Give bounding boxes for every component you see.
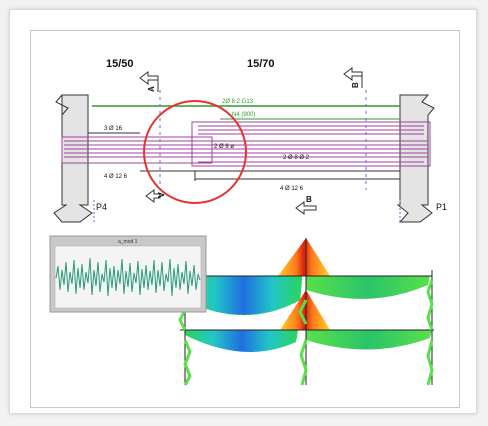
section-label-right: 15/70 (247, 58, 275, 70)
rebar-label-left-bottom: 4 Ø 12 6 (104, 174, 128, 180)
moment-lower-left-span (185, 330, 298, 352)
rebar-label-right-bottom: 4 Ø 12 6 (280, 186, 304, 192)
support-label-right: P1 (436, 202, 447, 212)
moment-upper-peak (278, 238, 330, 276)
cut-marker-b-top (344, 68, 362, 80)
signal-inset[interactable]: a_mod 1 (50, 236, 206, 312)
left-column (54, 95, 92, 222)
cut-marker-a-top (140, 72, 158, 84)
support-label-left: P4 (96, 202, 107, 212)
rebar-label-top-green: 2Ø 8 2 G13 (222, 99, 254, 105)
rebar-label-top-green-2: N4 (900) (232, 112, 255, 118)
moment-lower-right-span (306, 330, 432, 350)
rebar-label-mid-right: 2 Ø 8 Ø 2 (283, 155, 310, 161)
cut-label-b-bottom: B (306, 195, 312, 204)
moment-diagram (180, 238, 434, 385)
cut-label-b-top: B (351, 82, 360, 88)
right-column (398, 95, 434, 222)
moment-upper-right-span (306, 276, 430, 299)
rebar-label-left-top: 3 Ø 16 (104, 126, 123, 132)
rebar-label-mid: 2 Ø 8 ø (214, 144, 234, 150)
inset-title: a_mod 1 (118, 239, 138, 245)
cut-label-a-top: A (147, 86, 156, 92)
beam-elevation: 15/50 15/70 A B A B P4 P1 2Ø 8 2 G13 N4 … (54, 58, 447, 222)
section-label-left: 15/50 (106, 58, 134, 70)
highlight-circle (144, 101, 246, 203)
